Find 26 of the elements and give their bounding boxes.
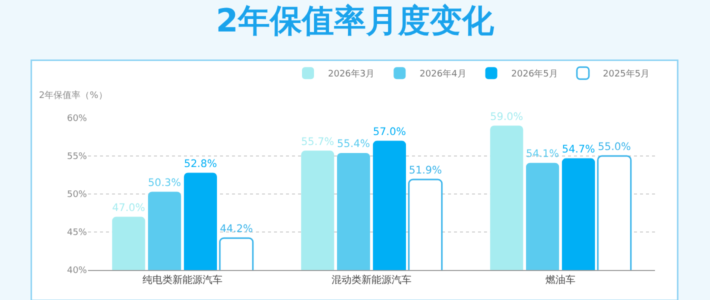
data-label: 57.0% xyxy=(372,126,406,138)
data-label: 44.2% xyxy=(220,223,253,236)
y-tick-label: 45% xyxy=(66,228,88,238)
legend-label: 2026年3月 xyxy=(328,68,375,80)
data-label: 52.8% xyxy=(184,158,218,170)
y-tick-label: 50% xyxy=(66,190,88,200)
x-tick-label: 纯电类新能源汽车 xyxy=(142,274,222,286)
data-label: 55.7% xyxy=(301,136,334,148)
x-tick-label: 混动类新能源汽车 xyxy=(332,274,412,286)
data-label: 54.1% xyxy=(526,148,560,160)
y-tick-label: 55% xyxy=(66,152,88,162)
data-label: 59.0% xyxy=(490,110,524,123)
data-label: 55.0% xyxy=(598,141,631,154)
data-label: 55.4% xyxy=(337,138,370,150)
y-tick-label: 60% xyxy=(66,114,88,124)
data-label: 47.0% xyxy=(112,202,146,214)
data-label: 51.9% xyxy=(408,164,442,177)
x-tick-label: 燃油车 xyxy=(546,274,576,286)
y-axis-title: 2年保值率（%） xyxy=(39,90,108,101)
legend-label: 2026年5月 xyxy=(511,68,558,80)
legend-label: 2025年5月 xyxy=(602,68,650,80)
data-label: 54.7% xyxy=(562,143,596,156)
legend-label: 2026年4月 xyxy=(420,68,466,80)
y-tick-label: 40% xyxy=(66,266,88,276)
chart-title: 2年保值率月度变化 xyxy=(216,1,496,40)
data-label: 50.3% xyxy=(148,176,182,189)
